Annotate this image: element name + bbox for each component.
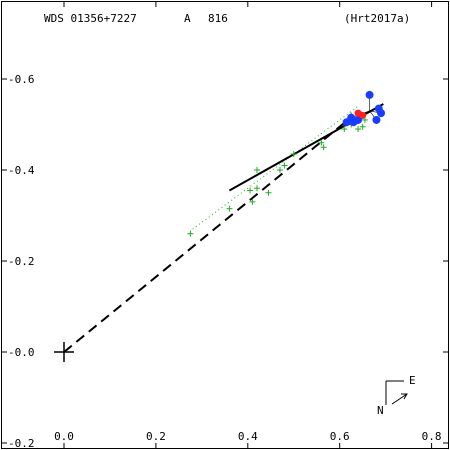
plus-measurement	[226, 205, 233, 212]
x-tick-label: 0.8	[422, 430, 442, 443]
plus-measurement	[276, 167, 283, 173]
dashed-line-to-primary	[63, 114, 355, 353]
plus-measurement	[290, 151, 297, 158]
dotted-track	[192, 105, 359, 230]
compass-east-label: E	[409, 374, 416, 387]
primary-star-cross	[54, 342, 74, 362]
x-tick-label: 0.4	[238, 430, 258, 443]
compass-rose: E N	[377, 374, 416, 417]
reference-point	[359, 111, 367, 119]
plus-measurement	[359, 123, 366, 130]
plus-measurement	[320, 144, 327, 151]
wds-id-label: WDS 01356+7227	[44, 12, 137, 25]
plus-measurement	[247, 187, 254, 194]
x-tick-label: 0.0	[54, 430, 74, 443]
plus-measurement	[355, 126, 362, 133]
y-tick-label: -0.6	[8, 73, 35, 86]
speckle-point	[377, 109, 386, 118]
plus-measurement	[253, 185, 260, 192]
plus-measurement	[187, 230, 194, 237]
plus-measurement	[249, 198, 256, 205]
plus-measurement	[341, 126, 348, 133]
plus-measurement	[253, 167, 260, 173]
y-tick-label: -0.2	[8, 255, 35, 268]
compass-motion-arrow	[391, 393, 408, 405]
plus-measurement	[281, 162, 288, 169]
component-label: A	[184, 12, 191, 25]
plus-measurement	[265, 189, 272, 196]
x-tick-label: 0.6	[330, 430, 350, 443]
plus-measurement	[318, 139, 325, 146]
discoverer-number-label: 816	[208, 12, 228, 25]
y-tick-label: -0.2	[8, 437, 35, 450]
speckle-point	[372, 115, 381, 124]
y-tick-label: -0.4	[8, 164, 35, 177]
x-tick-label: 0.2	[146, 430, 166, 443]
compass-arrow-head	[401, 393, 408, 400]
speckle-point	[365, 90, 374, 99]
y-tick-label: -0.0	[8, 346, 35, 359]
orbit-reference-label: (Hrt2017a)	[344, 12, 410, 25]
compass-north-label: N	[377, 404, 384, 417]
data-layer	[54, 90, 386, 362]
